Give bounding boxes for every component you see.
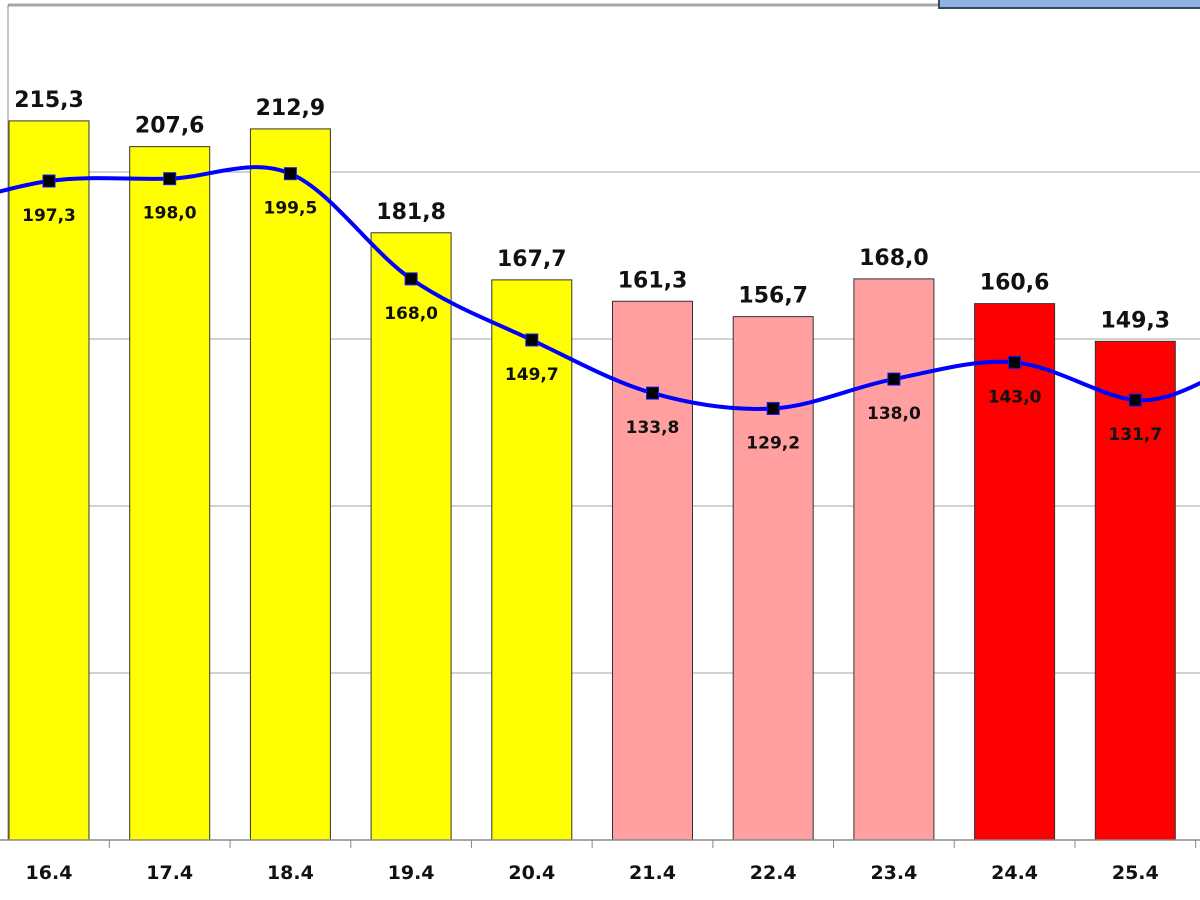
legend-box — [938, 0, 1200, 9]
line-value-label: 199,5 — [264, 199, 318, 219]
bars — [8, 120, 1176, 841]
line-value-label: 131,7 — [1108, 425, 1162, 445]
data-labels: 215,3 207,6 212,9 181,8 167,7 161,3 156,7 168,0… — [14, 88, 1170, 454]
line-marker — [42, 174, 56, 188]
bar — [249, 128, 331, 841]
bar-value-label: 168,0 — [859, 246, 929, 271]
x-tick-label: 18.4 — [267, 862, 314, 884]
line-marker — [163, 172, 177, 186]
line-value-label: 168,0 — [384, 304, 438, 324]
x-tick-label: 17.4 — [146, 862, 193, 884]
x-tick-label: 19.4 — [388, 862, 435, 884]
x-tick-label: 25.4 — [1112, 862, 1159, 884]
line-marker — [525, 333, 539, 347]
bar-value-label: 207,6 — [135, 114, 205, 139]
line-value-label: 129,2 — [746, 433, 800, 453]
line-value-label: 198,0 — [143, 204, 197, 224]
bar-value-label: 181,8 — [376, 200, 446, 225]
bar-value-label: 149,3 — [1101, 308, 1171, 333]
line-value-label: 138,0 — [867, 404, 921, 424]
bar — [491, 279, 573, 841]
bar — [129, 146, 211, 841]
x-tick-label: 22.4 — [750, 862, 797, 884]
bar — [853, 278, 935, 841]
x-axis: 16.4 17.4 18.4 19.4 20.4 21.4 22.4 23.4 24.4 25.4 — [0, 839, 1200, 884]
line-marker — [646, 386, 659, 400]
x-tick-label: 16.4 — [26, 862, 73, 884]
line-value-label: 149,7 — [505, 365, 559, 385]
x-tick-label: 20.4 — [508, 862, 555, 884]
line-value-label: 197,3 — [22, 206, 76, 226]
bar-value-label: 215,3 — [14, 88, 84, 113]
bar — [974, 303, 1056, 841]
x-tick-label: 21.4 — [629, 862, 676, 884]
bar — [1094, 340, 1176, 841]
bar-value-label: 161,3 — [618, 268, 688, 293]
bar-value-label: 167,7 — [497, 247, 567, 272]
bar — [8, 120, 90, 841]
bar — [732, 316, 814, 841]
line-marker — [283, 167, 297, 181]
x-tick-label: 23.4 — [870, 862, 917, 884]
bar-value-label: 156,7 — [738, 284, 808, 309]
x-tick-label: 24.4 — [991, 862, 1038, 884]
line-marker — [766, 401, 780, 415]
line-marker — [1128, 393, 1142, 407]
line-marker — [404, 272, 418, 286]
bar-value-label: 160,6 — [980, 271, 1050, 296]
line-series — [0, 165, 1200, 415]
bar-value-label: 212,9 — [256, 96, 326, 121]
line-value-label: 133,8 — [626, 418, 680, 438]
line-marker — [1008, 355, 1022, 369]
line-marker — [887, 372, 901, 386]
line-value-label: 143,0 — [988, 387, 1042, 407]
